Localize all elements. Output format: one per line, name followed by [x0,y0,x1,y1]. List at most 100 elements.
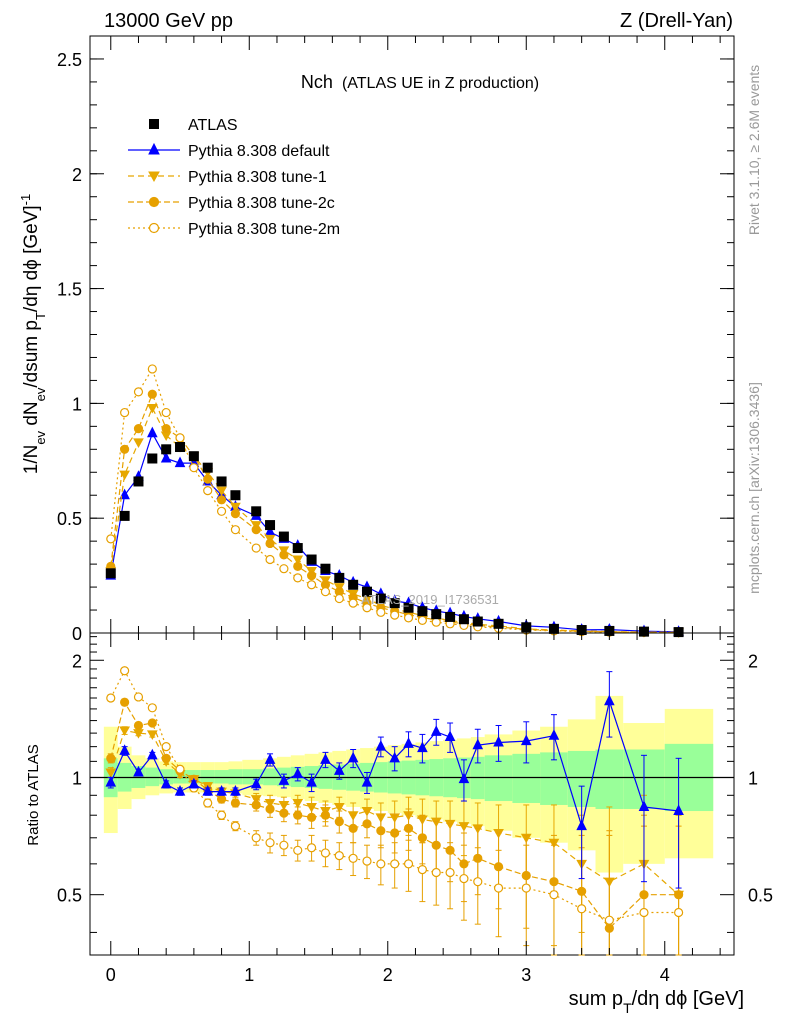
ratio-point-mc-tune2c [403,823,414,833]
ratio-y-tick-label: 1 [72,768,82,788]
point-mc-tune2c [265,538,275,549]
ratio-point-mc-tune2m [403,859,414,869]
ratio-point-mc-default [444,730,456,742]
point-data [320,563,331,574]
ratio-y-tick-label-right: 2 [748,651,758,671]
point-mc-tune2c [203,474,213,484]
ratio-point-mc-default [264,753,276,764]
ratio-point-mc-tune1 [333,802,345,813]
ratio-point-mc-tune2c [133,720,144,731]
point-mc-tune2m [279,564,289,574]
ratio-point-mc-default [361,776,373,787]
ratio-point-mc-tune2m [639,907,649,918]
point-mc-tune2m [106,534,116,544]
ratio-point-mc-tune2m [320,848,331,858]
ratio-point-mc-tune2m [251,833,261,843]
ratio-point-mc-tune2c [348,823,358,833]
ratio-point-mc-tune2c [334,817,344,827]
ratio-point-mc-tune2m [120,666,130,676]
ratio-point-mc-default [160,777,172,789]
ratio-point-mc-tune2m [674,907,684,918]
ratio-point-mc-tune2c [265,804,275,814]
ratio-point-mc-tune2c [106,753,116,763]
point-data [445,611,456,622]
x-tick-label: 4 [660,965,670,985]
ratio-point-mc-tune2m [473,877,483,887]
main-panel: 0 0.5 1 1.5 2 2.5 Nch (ATLAS UE in Z producti… [57,35,735,644]
ratio-point-mc-default [320,753,331,764]
ratio-series-layer [105,666,684,956]
ratio-point-mc-default [188,777,200,789]
legend-marker [148,222,160,234]
point-data [306,554,317,565]
point-data [230,490,241,501]
ratio-point-mc-tune2c [251,800,261,810]
point-mc-tune2c [216,495,227,505]
ratio-point-mc-tune2c [362,819,372,829]
ratio-point-mc-default [430,725,442,736]
y-axis-label: 1/Nev dNev/dsum pT/dη dϕ [GeV]-1 [18,194,48,475]
ratio-axis-ticks: 0.5 0.5 1 1 2 2 0 1 2 3 4 [57,633,773,985]
ratio-point-mc-tune2m [279,840,289,850]
ratio-line-mc-tune1 [110,729,679,896]
ratio-point-mc-tune1 [292,798,304,809]
ratio-point-mc-default [375,740,387,751]
point-mc-tune2m [265,554,275,565]
point-mc-tune2m [348,598,358,608]
legend-marker [148,196,160,208]
x-tick-label: 2 [383,965,393,985]
point-mc-default [160,451,172,463]
header-right: Z (Drell-Yan) [620,10,733,32]
point-mc-tune2m [306,580,317,590]
ratio-series-mc-tune2m [106,666,684,956]
ratio-y-tick-label: 2 [72,651,82,671]
ratio-point-mc-default [333,764,345,775]
ratio-point-mc-tune2m [604,915,614,925]
ratio-point-mc-default [458,772,470,784]
ratio-point-mc-tune2c [161,753,171,763]
ratio-point-mc-tune2m [376,859,386,869]
x-tick-label: 3 [521,965,531,985]
inner-band-segment [540,752,568,805]
point-mc-default [147,426,158,438]
ratio-y-tick-label-right: 0.5 [748,886,773,906]
header-left: 13000 GeV pp [104,10,233,32]
ratio-point-mc-tune2m [293,845,303,855]
main-axis-ticks: 0 0.5 1 1.5 2 2.5 [57,35,734,644]
point-mc-tune2c [147,389,157,399]
ratio-point-mc-tune1 [458,822,470,832]
ratio-point-mc-default [174,784,186,796]
inner-band-segment [263,768,277,786]
point-mc-tune2c [161,424,171,434]
ratio-point-mc-default [604,694,615,706]
ratio-uncertainty-bands [90,695,734,873]
ratio-point-mc-tune2m [230,821,241,831]
ratio-point-mc-default [417,741,428,753]
inner-band-segment [484,755,513,802]
inner-band-segment [228,769,243,785]
point-mc-tune2c [279,550,289,560]
ratio-point-mc-tune2c [230,798,241,808]
legend-marker [148,142,160,155]
point-data [348,579,359,590]
point-data [361,586,372,597]
point-data [147,453,158,464]
ratio-point-mc-tune2m [577,904,587,914]
ratio-point-mc-tune2m [348,853,358,863]
ratio-point-mc-tune1 [105,768,117,779]
ratio-point-mc-tune2c [120,697,130,707]
ratio-point-mc-tune1 [119,726,130,737]
ratio-point-mc-tune2m [390,859,400,869]
ratio-point-mc-default [548,729,560,740]
ratio-point-mc-default [493,735,504,747]
point-mc-tune2m [203,486,213,496]
ratio-point-mc-default [292,767,304,779]
ratio-point-mc-tune2m [265,838,275,848]
chart-title-sub: (ATLAS UE in Z production) [342,75,539,92]
watermark: ATLAS_2019_I1736531 [361,592,499,607]
point-mc-tune2m [175,433,185,443]
point-mc-tune2m [417,615,427,625]
ratio-point-mc-default [472,738,484,750]
y-tick-label: 1 [72,394,82,414]
